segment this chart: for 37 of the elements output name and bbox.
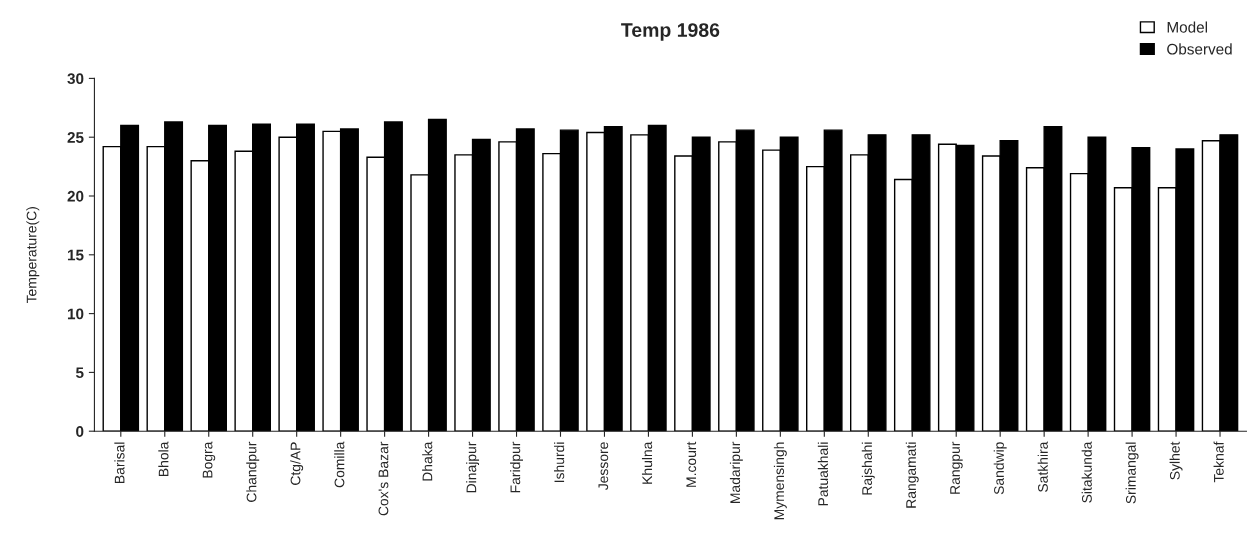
x-tick-label: Ctg/AP bbox=[290, 442, 304, 485]
x-tick-label: Faridpur bbox=[510, 441, 523, 493]
x-tick-label: Sylhet bbox=[1169, 441, 1183, 480]
x-tick-label: Rajshahi bbox=[861, 442, 875, 495]
x-tick-label: Madaripur bbox=[729, 441, 743, 503]
chart-title: Temp 1986 bbox=[621, 23, 720, 41]
y-tick-label: 20 bbox=[67, 190, 84, 202]
legend-label: Model bbox=[1167, 21, 1208, 33]
x-tick-label: Satkhira bbox=[1037, 441, 1048, 492]
y-tick-label: 5 bbox=[75, 367, 84, 379]
y-axis-title: Temperature(C) bbox=[26, 207, 40, 304]
x-tick-label: Srimangal bbox=[1125, 442, 1139, 504]
y-tick-label: 30 bbox=[67, 73, 84, 85]
y-tick-label: 25 bbox=[67, 132, 84, 143]
x-tick-label: Teknaf bbox=[1213, 441, 1224, 483]
x-tick-label: Comilla bbox=[334, 441, 345, 488]
x-tick-label: Cox's Bazar bbox=[378, 441, 389, 516]
x-tick-label: Rangamati bbox=[905, 442, 919, 508]
x-tick-label: Khulna bbox=[641, 441, 653, 484]
x-tick-label: Rangpur bbox=[950, 441, 963, 494]
x-tick-label: Patuakhali bbox=[817, 442, 829, 506]
x-tick-label: Bhola bbox=[158, 441, 169, 476]
y-tick-label: 10 bbox=[67, 308, 84, 320]
x-tick-label: Dinajpur bbox=[466, 441, 480, 493]
y-tick-label: 0 bbox=[76, 426, 84, 437]
x-tick-label: Sandwip bbox=[993, 442, 1007, 495]
x-tick-label: Mymensingh bbox=[773, 442, 787, 520]
x-tick-label: Ishurdi bbox=[554, 442, 565, 483]
x-tick-label: Bogra bbox=[202, 441, 216, 478]
x-tick-label: Dhaka bbox=[422, 441, 433, 481]
x-tick-label: Barisal bbox=[114, 442, 125, 483]
x-tick-label: Sitakunda bbox=[1081, 441, 1092, 503]
x-tick-label: Jessore bbox=[598, 442, 609, 491]
x-tick-label: Chandpur bbox=[246, 441, 260, 502]
legend-label: Observed bbox=[1167, 43, 1232, 55]
y-tick-label: 15 bbox=[67, 249, 84, 261]
x-tick-label: M.court bbox=[686, 441, 697, 487]
